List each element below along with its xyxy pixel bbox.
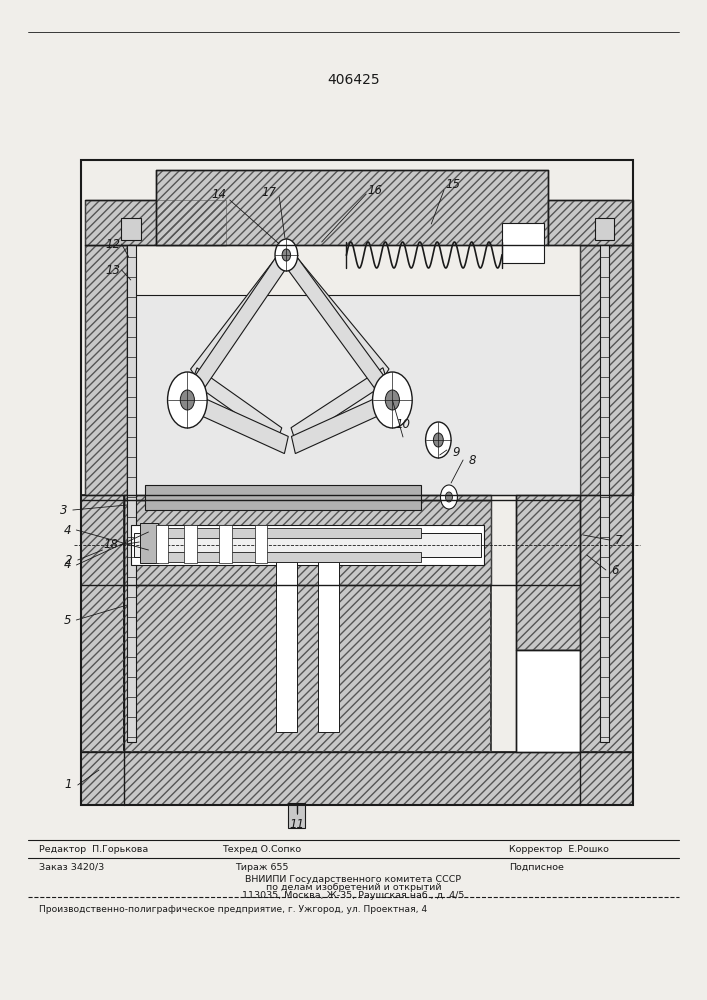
Text: 13: 13	[105, 263, 121, 276]
Bar	[124, 500, 491, 585]
Text: 406425: 406425	[327, 73, 380, 87]
Bar	[156, 170, 548, 245]
Bar	[81, 495, 124, 752]
Bar	[131, 525, 484, 565]
Bar	[288, 803, 305, 828]
Circle shape	[385, 390, 399, 410]
Text: 2: 2	[65, 554, 72, 566]
Text: 1: 1	[65, 778, 72, 792]
Text: 4: 4	[64, 558, 71, 572]
Text: 5: 5	[64, 613, 71, 626]
Text: 14: 14	[211, 188, 227, 202]
Text: 3: 3	[60, 504, 67, 516]
Circle shape	[275, 239, 298, 271]
Text: Тираж 655: Тираж 655	[235, 862, 288, 871]
Bar	[134, 533, 481, 557]
Text: 9: 9	[452, 446, 460, 458]
Text: Редактор  П.Горькова: Редактор П.Горькова	[39, 844, 148, 854]
Bar	[548, 200, 633, 245]
Bar	[145, 528, 421, 538]
Bar	[124, 585, 491, 752]
Circle shape	[168, 372, 207, 428]
Bar	[127, 295, 580, 495]
Circle shape	[433, 433, 443, 447]
Bar	[81, 752, 633, 805]
Bar	[580, 245, 633, 495]
Text: 10: 10	[395, 418, 411, 432]
Bar	[219, 525, 232, 563]
Bar	[124, 495, 491, 500]
Polygon shape	[191, 249, 290, 381]
Bar	[140, 523, 158, 563]
Text: 8: 8	[469, 454, 476, 466]
Text: ВНИИПИ Государственного комитета СССР: ВНИИПИ Государственного комитета СССР	[245, 874, 462, 884]
Text: Производственно-полиграфическое предприятие, г. Ужгород, ул. Проектная, 4: Производственно-полиграфическое предприя…	[39, 906, 427, 914]
Text: Заказ 3420/3: Заказ 3420/3	[39, 862, 104, 871]
Text: 6: 6	[612, 564, 619, 576]
Bar	[276, 562, 297, 732]
Bar	[318, 562, 339, 732]
Bar	[166, 175, 548, 240]
Bar	[516, 650, 580, 752]
Bar	[121, 218, 141, 240]
Bar	[124, 495, 491, 500]
Bar	[595, 218, 614, 240]
Bar	[81, 752, 633, 805]
Bar	[600, 245, 609, 742]
Bar	[516, 495, 580, 650]
Text: Техред О.Сопко: Техред О.Сопко	[222, 844, 301, 854]
Bar	[124, 585, 491, 752]
Text: 11: 11	[289, 818, 305, 832]
Polygon shape	[183, 249, 291, 406]
Bar	[81, 160, 633, 805]
Bar	[548, 200, 633, 245]
Bar	[580, 245, 633, 495]
Text: по делам изобретений и открытий: по делам изобретений и открытий	[266, 884, 441, 892]
Polygon shape	[283, 249, 389, 381]
Text: 4: 4	[64, 524, 71, 536]
Text: Корректор  Е.Рошко: Корректор Е.Рошко	[509, 844, 609, 854]
Circle shape	[445, 492, 452, 502]
Bar	[156, 525, 168, 563]
Circle shape	[440, 485, 457, 509]
Polygon shape	[185, 391, 288, 454]
Bar	[580, 495, 633, 752]
Text: 17: 17	[261, 186, 276, 198]
Bar	[81, 495, 124, 752]
Circle shape	[426, 422, 451, 458]
Text: 7: 7	[615, 534, 622, 546]
Text: 18: 18	[103, 538, 119, 552]
Polygon shape	[192, 368, 282, 442]
Text: 12: 12	[105, 237, 121, 250]
Polygon shape	[291, 368, 387, 442]
Bar	[184, 525, 197, 563]
Bar	[255, 525, 267, 563]
Bar	[502, 223, 544, 263]
Text: 16: 16	[367, 184, 382, 196]
Bar	[516, 495, 580, 650]
Text: 15: 15	[445, 178, 460, 192]
Bar	[85, 245, 127, 495]
Polygon shape	[291, 391, 395, 454]
Circle shape	[180, 390, 194, 410]
Bar	[127, 245, 136, 742]
Bar	[85, 200, 226, 245]
Circle shape	[373, 372, 412, 428]
Bar	[145, 552, 421, 562]
Polygon shape	[282, 249, 397, 406]
Bar	[580, 495, 633, 752]
Bar	[85, 245, 127, 495]
Text: Подписное: Подписное	[509, 862, 564, 871]
Circle shape	[282, 249, 291, 261]
Bar	[124, 500, 491, 585]
Bar	[156, 170, 548, 245]
Bar	[145, 485, 421, 510]
Text: 113035, Москва, Ж-35, Раушская наб., д. 4/5: 113035, Москва, Ж-35, Раушская наб., д. …	[243, 892, 464, 900]
Bar	[85, 200, 226, 245]
